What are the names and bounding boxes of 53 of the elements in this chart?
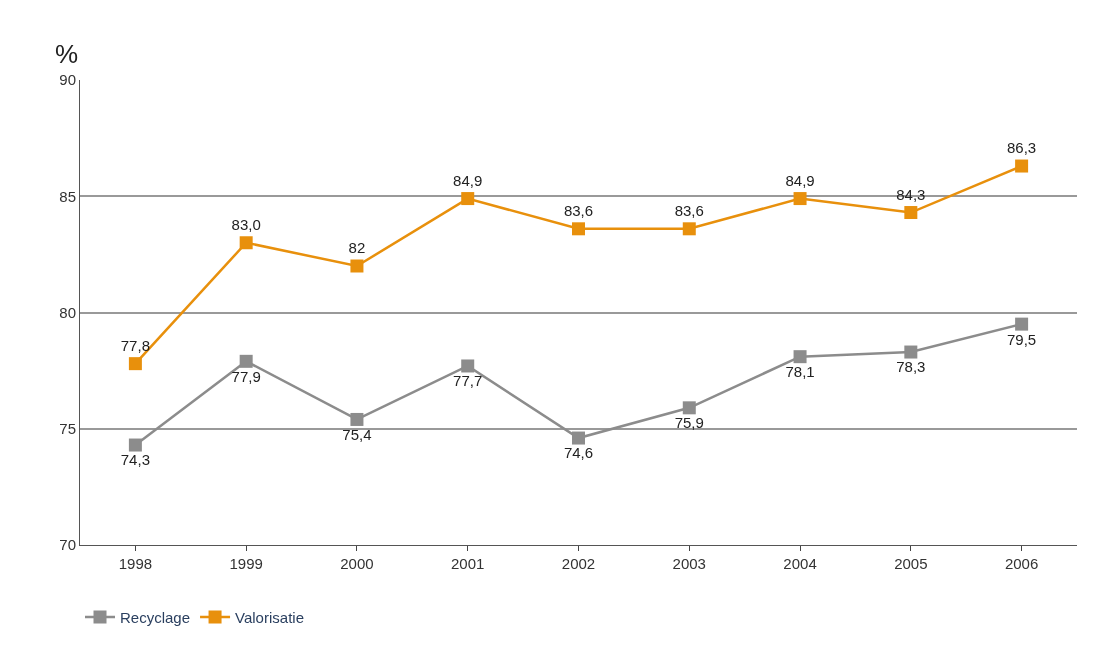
point <box>128 438 142 452</box>
data-label: 79,5 <box>1007 330 1037 348</box>
y-tick-label: 75 <box>59 420 76 437</box>
data-label: 78,1 <box>785 363 815 381</box>
data-label: 84,9 <box>785 171 815 189</box>
data-label: 86,3 <box>1007 139 1037 157</box>
point <box>793 350 807 364</box>
x-tick-label: 2004 <box>783 555 817 572</box>
point <box>350 259 364 273</box>
legend-label: Valorisatie <box>235 608 304 626</box>
data-label: 83,0 <box>231 215 261 233</box>
point <box>572 431 585 445</box>
point <box>461 192 475 206</box>
x-tick-label: 2000 <box>340 555 374 572</box>
x-tick-label: 2006 <box>1004 555 1039 572</box>
y-tick-label: 70 <box>59 536 76 554</box>
point <box>793 192 807 206</box>
data-label: 77,9 <box>231 367 261 385</box>
x-tick-label: 2005 <box>894 555 928 572</box>
x-tick-label: 2003 <box>672 555 706 572</box>
x-tick-label: 2002 <box>561 555 596 572</box>
data-label: 77,8 <box>120 336 150 354</box>
point <box>239 236 253 250</box>
data-label: 77,7 <box>453 372 483 390</box>
point <box>350 412 364 426</box>
y-tick-label: 80 <box>59 303 76 321</box>
data-label: 84,9 <box>453 171 483 189</box>
data-label: 82 <box>348 239 366 257</box>
x-tick-label: 2001 <box>451 555 485 572</box>
x-tick-label: 1998 <box>118 555 153 572</box>
point <box>904 345 918 359</box>
point <box>1015 159 1029 173</box>
legend-label: Recyclage <box>120 608 191 626</box>
point <box>904 206 918 220</box>
y-tick-label: 90 <box>59 71 76 89</box>
y-tick-label: 85 <box>59 187 76 205</box>
point <box>1015 317 1029 331</box>
point <box>461 359 475 373</box>
data-label: 84,3 <box>896 185 926 203</box>
data-label: 75,9 <box>674 414 704 432</box>
x-tick-label: 1999 <box>229 555 263 572</box>
y-axis-title: % <box>55 39 79 69</box>
data-label: 75,4 <box>342 425 372 443</box>
data-label: 74,6 <box>563 444 594 462</box>
point <box>239 354 253 368</box>
point <box>572 222 585 236</box>
data-label: 83,6 <box>674 201 704 219</box>
data-label: 83,6 <box>563 201 594 219</box>
data-label: 78,3 <box>896 358 926 376</box>
point <box>128 357 142 371</box>
point <box>682 401 696 415</box>
point <box>682 222 696 236</box>
data-label: 74,3 <box>120 451 150 469</box>
